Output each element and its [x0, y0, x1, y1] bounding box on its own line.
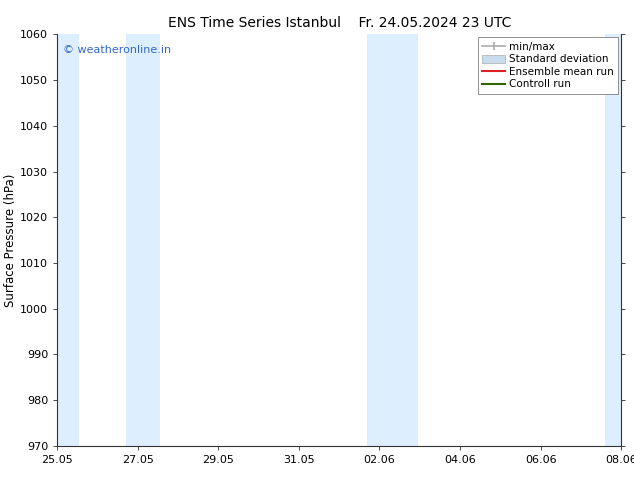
Bar	[126, 34, 160, 446]
Title: ENS Time Series Istanbul    Fr. 24.05.2024 23 UTC: ENS Time Series Istanbul Fr. 24.05.2024 …	[167, 16, 511, 30]
Bar	[367, 34, 418, 446]
Text: © weatheronline.in: © weatheronline.in	[63, 45, 171, 54]
Legend: min/max, Standard deviation, Ensemble mean run, Controll run: min/max, Standard deviation, Ensemble me…	[478, 37, 618, 94]
Bar	[55, 34, 79, 446]
Bar	[605, 34, 623, 446]
Y-axis label: Surface Pressure (hPa): Surface Pressure (hPa)	[4, 173, 17, 307]
